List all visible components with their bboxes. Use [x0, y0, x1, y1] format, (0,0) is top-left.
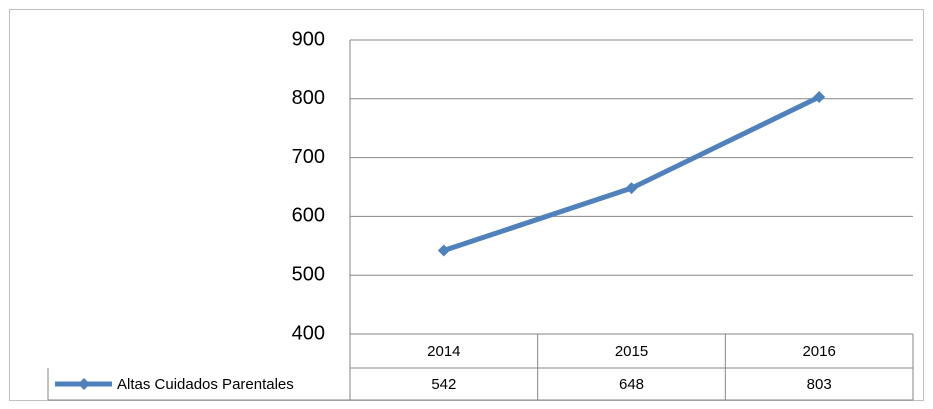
x-tick-label: 2014	[427, 343, 460, 360]
marker	[437, 244, 450, 257]
x-tick-label: 2016	[802, 343, 835, 360]
table-value: 803	[807, 376, 832, 393]
y-tick-label: 700	[292, 146, 325, 168]
marker	[813, 91, 826, 104]
legend-marker	[78, 378, 90, 390]
table-value: 648	[619, 376, 644, 393]
y-tick-label: 500	[292, 263, 325, 285]
y-tick-label: 400	[292, 322, 325, 344]
y-tick-label: 600	[292, 205, 325, 227]
y-tick-label: 800	[292, 87, 325, 109]
table-value: 542	[431, 376, 456, 393]
y-tick-label: 900	[292, 28, 325, 50]
x-tick-label: 2015	[615, 343, 648, 360]
chart-border	[9, 9, 924, 401]
marker	[625, 182, 638, 195]
legend-label: Altas Cuidados Parentales	[117, 376, 294, 393]
